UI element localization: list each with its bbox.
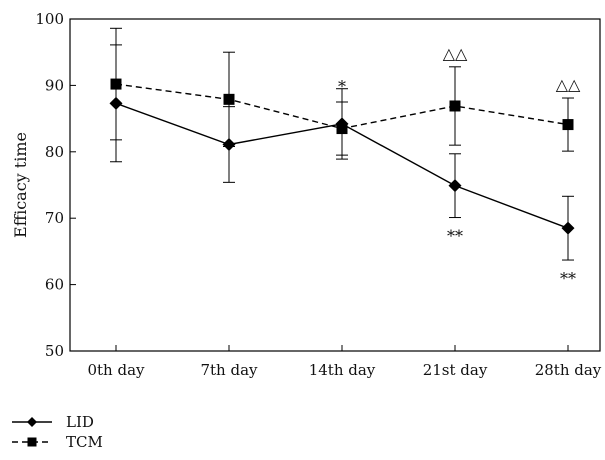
plot-frame bbox=[69, 18, 601, 352]
y-tick-label: 100 bbox=[35, 10, 64, 28]
series-layer: *****△△△△ bbox=[109, 27, 581, 288]
significance-marker: ** bbox=[447, 227, 463, 246]
data-point-tcm bbox=[336, 123, 348, 135]
x-tick-label: 21st day bbox=[423, 361, 488, 379]
y-tick-label: 50 bbox=[45, 342, 64, 360]
significance-marker: △△ bbox=[443, 44, 468, 63]
axes: 50 60 70 80 90 100 0th day 7th day 14th day 21st … bbox=[11, 10, 602, 379]
y-tick-label: 90 bbox=[45, 76, 64, 94]
y-tick-label: 80 bbox=[45, 143, 64, 161]
y-tick-label: 70 bbox=[45, 209, 64, 227]
x-tick-label: 28th day bbox=[535, 361, 602, 379]
data-point-tcm bbox=[223, 93, 235, 105]
data-point-lid bbox=[448, 179, 462, 193]
legend-marker-lid bbox=[27, 417, 37, 427]
legend: LID TCM bbox=[12, 413, 103, 451]
x-tick-label: 14th day bbox=[309, 361, 376, 379]
significance-marker: ** bbox=[560, 269, 576, 288]
x-tick-label: 0th day bbox=[87, 361, 145, 379]
data-point-tcm bbox=[110, 78, 122, 90]
legend-marker-tcm bbox=[27, 437, 37, 447]
data-point-tcm bbox=[562, 119, 574, 131]
y-axis-title: Efficacy time bbox=[11, 132, 30, 238]
series-tcm: * △△ △△ bbox=[110, 27, 581, 156]
significance-marker: △△ bbox=[556, 75, 581, 94]
legend-label-lid: LID bbox=[66, 413, 94, 431]
y-tick-label: 60 bbox=[45, 276, 64, 294]
significance-marker: * bbox=[338, 77, 346, 96]
x-tick-label: 7th day bbox=[200, 361, 258, 379]
data-point-tcm bbox=[449, 100, 461, 112]
legend-label-tcm: TCM bbox=[66, 433, 103, 451]
data-point-lid bbox=[561, 221, 575, 235]
